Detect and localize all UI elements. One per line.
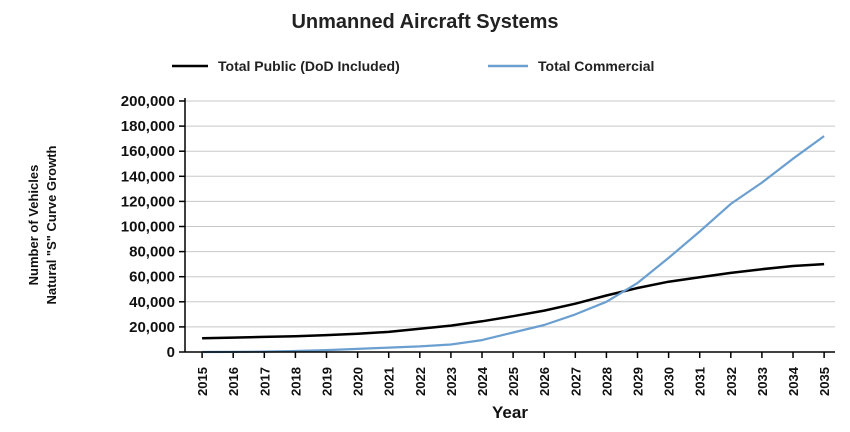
x-tick-label: 2031 [693,367,708,396]
x-tick-label: 2032 [724,367,739,396]
y-axis-title-line-2: Natural "S" Curve Growth [44,145,59,304]
x-tick-label: 2030 [662,367,677,396]
series-line-public [202,262,825,340]
y-tick-label: 120,000 [121,193,175,210]
y-tick-label: 40,000 [129,294,175,311]
x-tick-label: 2025 [506,367,521,396]
y-tick-label: 20,000 [129,319,175,336]
y-tick-label: 140,000 [121,168,175,185]
x-tick-label: 2028 [599,367,614,396]
x-tick-label: 2023 [444,367,459,396]
legend-label-commercial: Total Commercial [538,58,654,74]
x-tick-label: 2021 [382,367,397,396]
x-tick-label: 2024 [475,366,490,396]
x-tick-label: 2020 [351,367,366,396]
x-tick-label: 2033 [755,367,770,396]
legend: Total Public (DoD Included) Total Commer… [172,58,654,74]
x-tick-label: 2016 [226,367,241,396]
y-tick-label: 0 [167,344,175,361]
x-tick-label: 2034 [786,366,801,396]
x-tick-label: 2019 [320,367,335,396]
legend-label-public: Total Public (DoD Included) [218,58,400,74]
x-tick-label: 2026 [537,367,552,396]
chart-title: Unmanned Aircraft Systems [291,11,558,33]
series-line-commercial [202,135,825,354]
x-tick-label: 2018 [288,367,303,396]
axes [184,98,835,353]
x-tick-label: 2027 [568,367,583,396]
series-lines [202,135,825,354]
x-tick-label: 2029 [631,367,646,396]
y-tick-label: 180,000 [121,118,175,135]
y-tick-label: 200,000 [121,93,175,110]
x-tick-label: 2035 [817,367,832,396]
y-axis-title: Number of Vehicles Natural "S" Curve Gro… [26,145,59,304]
x-axis-title: Year [492,403,528,422]
gridlines [185,100,835,328]
y-tick-label: 100,000 [121,219,175,236]
x-axis-ticks: 2015 2016 2017 2018 2019 2020 2021 2022 2023 2024… [195,352,832,396]
y-axis-ticks: 0 20,000 40,000 60,000 80,000 100,000 120,000 1… [121,93,185,361]
y-tick-label: 80,000 [129,244,175,261]
y-tick-label: 160,000 [121,143,175,160]
x-tick-label: 2015 [195,367,210,396]
x-tick-label: 2022 [413,367,428,396]
y-axis-title-line-1: Number of Vehicles [26,165,41,286]
y-tick-label: 60,000 [129,269,175,286]
x-tick-label: 2017 [257,367,272,396]
